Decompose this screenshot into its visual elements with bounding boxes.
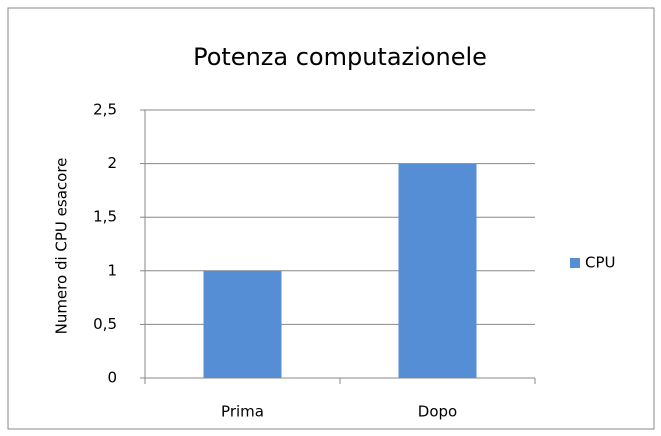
y-tick-label: 0,5: [93, 315, 117, 333]
y-tick-label: 1: [107, 261, 117, 279]
x-tick-label: Prima: [221, 403, 264, 421]
y-tick-label: 2,5: [93, 101, 117, 119]
chart-title: Potenza computazionele: [193, 43, 487, 71]
y-tick-label: 0: [107, 369, 117, 387]
y-tick-label: 2: [107, 154, 117, 172]
x-tick-label: Dopo: [418, 403, 457, 421]
bar: [398, 163, 477, 378]
y-axis-label: Numero di CPU esacore: [53, 158, 71, 335]
bar: [203, 270, 282, 378]
y-tick-label: 1,5: [93, 208, 117, 226]
legend-label: CPU: [585, 254, 616, 272]
chart-border: [7, 7, 655, 430]
legend-swatch: [570, 258, 580, 268]
